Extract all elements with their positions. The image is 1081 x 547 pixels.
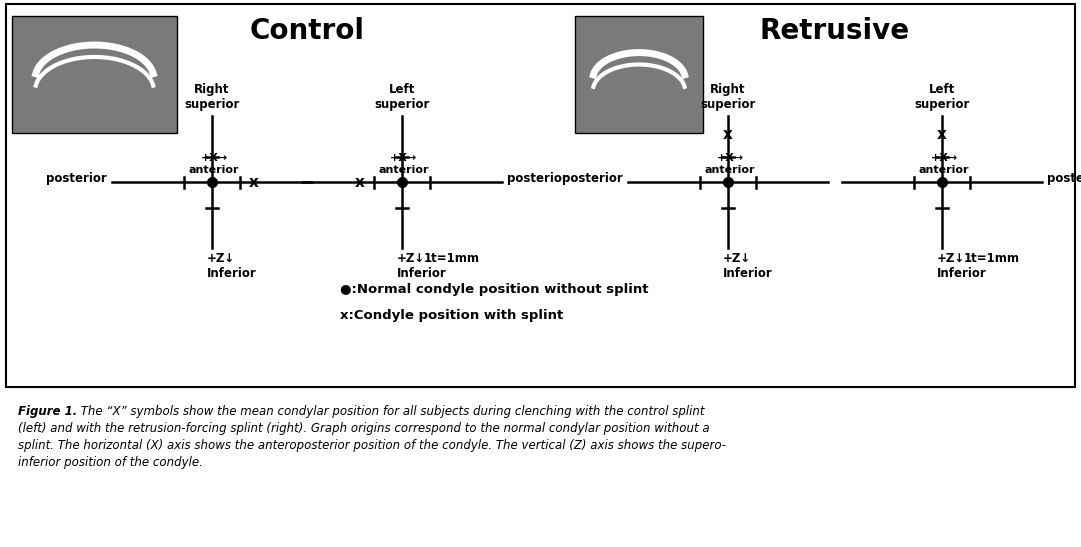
Text: 1t=1mm: 1t=1mm <box>964 252 1020 265</box>
Text: The “X” symbols show the mean condylar position for all subjects during clenchin: The “X” symbols show the mean condylar p… <box>77 405 705 418</box>
Text: +Z↓
Inferior: +Z↓ Inferior <box>723 252 773 280</box>
Text: 1t=1mm: 1t=1mm <box>424 252 480 265</box>
Bar <box>12 15 177 133</box>
Text: +X→
anterior: +X→ anterior <box>919 153 970 175</box>
Text: inferior position of the condyle.: inferior position of the condyle. <box>18 456 203 469</box>
Text: splint. The horizontal (X) axis shows the anteroposterior position of the condyl: splint. The horizontal (X) axis shows th… <box>18 439 725 452</box>
Text: Figure 1.: Figure 1. <box>18 405 77 418</box>
Text: Right
superior: Right superior <box>185 83 240 111</box>
Text: posterior: posterior <box>507 172 568 185</box>
Bar <box>575 15 703 133</box>
Text: +Z↓
Inferior: +Z↓ Inferior <box>397 252 446 280</box>
Text: posterior: posterior <box>562 172 623 185</box>
Text: posterior: posterior <box>46 172 107 185</box>
Text: +X→
anterior: +X→ anterior <box>705 153 756 175</box>
Text: x:Condyle position with splint: x:Condyle position with splint <box>341 309 563 322</box>
Text: posterior: posterior <box>1047 172 1081 185</box>
Text: x: x <box>937 127 947 142</box>
Text: +Z↓
Inferior: +Z↓ Inferior <box>206 252 257 280</box>
Text: +X→
anterior: +X→ anterior <box>189 153 239 175</box>
Text: +X→
anterior: +X→ anterior <box>378 153 429 175</box>
Text: Left
superior: Left superior <box>374 83 429 111</box>
Text: Control: Control <box>250 18 364 45</box>
Text: ●:Normal condyle position without splint: ●:Normal condyle position without splint <box>341 283 649 296</box>
Text: Retrusive: Retrusive <box>760 18 910 45</box>
Text: x: x <box>723 127 733 142</box>
Text: (left) and with the retrusion-forcing splint (right). Graph origins correspond t: (left) and with the retrusion-forcing sp… <box>18 422 709 435</box>
Text: x: x <box>249 175 259 190</box>
Text: Left
superior: Left superior <box>915 83 970 111</box>
Text: Right
superior: Right superior <box>700 83 756 111</box>
Text: +Z↓
Inferior: +Z↓ Inferior <box>937 252 987 280</box>
Text: x: x <box>355 175 365 190</box>
